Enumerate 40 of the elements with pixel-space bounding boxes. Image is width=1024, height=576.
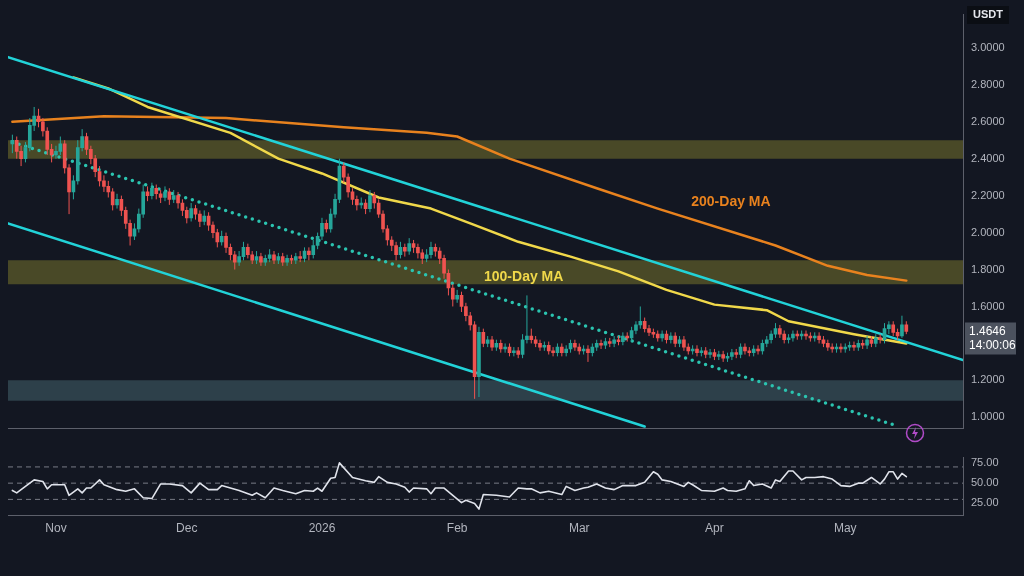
candlestick	[512, 346, 516, 357]
x-tick-label: Feb	[446, 521, 468, 536]
candlestick	[607, 337, 612, 348]
candlestick	[516, 346, 521, 359]
y-tick-label: 1.6000	[971, 299, 1005, 312]
candlestick	[293, 252, 298, 265]
candlestick	[298, 250, 302, 263]
x-tick-label: Nov	[45, 521, 67, 536]
y-tick-label: 3.0000	[971, 40, 1005, 53]
y-tick-label: 2.8000	[971, 77, 1005, 90]
x-tick-label: 2026	[308, 521, 336, 536]
x-tick-label: Apr	[705, 521, 724, 536]
candlestick	[734, 348, 739, 359]
candlestick	[485, 335, 490, 348]
candlestick	[716, 350, 721, 361]
text: 14:00:06	[969, 337, 1017, 352]
series-label: 100-Day MA	[484, 268, 564, 285]
candlestick	[860, 339, 865, 350]
series-label: 200-Day MA	[691, 193, 771, 210]
text: 1.4646	[969, 323, 1007, 338]
y-tick-label: 2.6000	[971, 114, 1005, 127]
y-tick-label: 25.00	[971, 496, 999, 509]
y-tick-label: 1.2000	[971, 373, 1005, 386]
candlestick	[171, 189, 176, 204]
candlestick	[778, 324, 782, 339]
candlestick	[250, 250, 255, 265]
y-tick-label: 1.8000	[971, 262, 1005, 275]
x-tick-label: May	[833, 521, 857, 536]
y-tick-label: 1.0000	[971, 410, 1005, 423]
x-tick-label: Dec	[176, 521, 198, 536]
y-tick-label: 50.00	[971, 476, 999, 489]
candlestick	[747, 346, 752, 357]
x-tick-label: Mar	[568, 521, 590, 536]
y-tick-label: 2.4000	[971, 151, 1005, 164]
y-tick-label: 2.2000	[971, 188, 1005, 201]
y-axis-title: USDT	[973, 8, 1004, 21]
candlestick	[721, 350, 725, 363]
candlestick	[703, 346, 708, 359]
y-tick-label: 75.00	[971, 455, 999, 468]
y-tick-label: 2.0000	[971, 225, 1005, 238]
